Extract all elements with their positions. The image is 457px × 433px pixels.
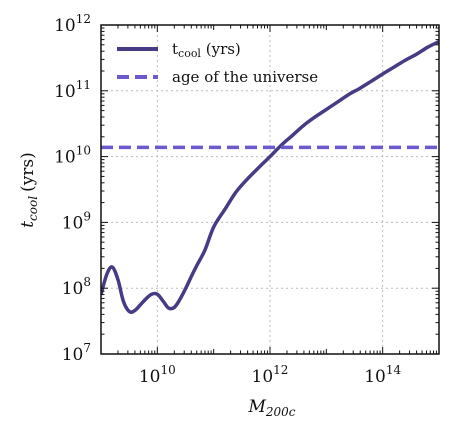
- legend-label-age-of-universe: age of the universe: [172, 68, 318, 86]
- ticks: [100, 24, 440, 355]
- grid: [101, 25, 439, 354]
- x-tick-label: 1014: [364, 363, 401, 387]
- tick-labels: 1010 1012 1014 107 108 109 1010 1011 1012: [54, 12, 401, 387]
- series-layer: [101, 39, 439, 315]
- y-tick-label: 1010: [54, 144, 91, 168]
- y-tick-label: 109: [62, 209, 91, 233]
- y-tick-label: 108: [62, 275, 91, 299]
- x-tick-label: 1012: [252, 363, 289, 387]
- x-tick-label: 1010: [139, 363, 176, 387]
- y-tick-label: 1011: [54, 78, 91, 102]
- y-axis-label: tcool(yrs): [18, 152, 40, 228]
- legend: tcool (yrs) age of the universe: [117, 40, 318, 86]
- y-tick-label: 1012: [54, 12, 91, 36]
- y-tick-label: 107: [62, 341, 91, 365]
- legend-label-tcool: tcool (yrs): [172, 40, 241, 60]
- series-tcool-line: [101, 39, 439, 315]
- x-axis-label: M200c: [247, 397, 295, 419]
